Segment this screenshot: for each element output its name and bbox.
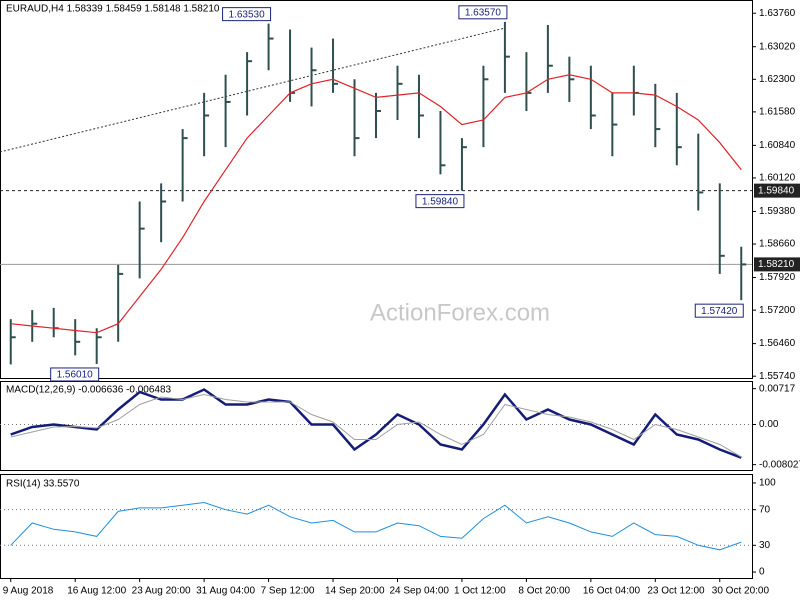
- level-label-box: [754, 257, 800, 272]
- annotation-box: [222, 7, 272, 22]
- y-tick-label: 1.55740: [759, 371, 796, 382]
- x-tick-label: 23 Oct 12:00: [647, 586, 705, 597]
- y-tick-label: 1.60840: [759, 140, 796, 151]
- macd-frame: [0, 381, 753, 471]
- trend-line: [0, 27, 506, 153]
- y-tick-label: 0.00: [759, 419, 779, 430]
- y-tick-label: 1.57200: [759, 305, 796, 316]
- x-tick-label: 16 Aug 12:00: [67, 586, 126, 597]
- annotation-box: [415, 194, 465, 209]
- x-tick-label: 1 Oct 12:00: [454, 586, 506, 597]
- y-tick-label: 1.63760: [759, 8, 796, 19]
- y-tick-label: 1.59380: [759, 206, 796, 217]
- annotation-label: 1.56010: [57, 370, 94, 381]
- indicator-line: [10, 393, 742, 458]
- x-tick-label: 24 Sep 04:00: [389, 586, 449, 597]
- x-tick-label: 23 Aug 20:00: [132, 586, 191, 597]
- y-tick-label: 70: [759, 504, 771, 515]
- y-tick-label: 1.58660: [759, 239, 796, 250]
- moving-average: [10, 74, 742, 334]
- rsi-frame: [0, 474, 753, 579]
- x-tick-label: 30 Oct 20:00: [712, 586, 770, 597]
- x-tick-label: 14 Sep 20:00: [325, 586, 385, 597]
- y-tick-label: 1.62300: [759, 74, 796, 85]
- indicator-line: [10, 388, 742, 459]
- y-tick-label: 1.61580: [759, 107, 796, 118]
- price-frame: [0, 0, 753, 379]
- y-tick-label: -0.008027: [759, 459, 800, 470]
- annotation-label: 1.63570: [465, 7, 502, 18]
- y-tick-label: 1.60120: [759, 173, 796, 184]
- annotation-label: 1.63530: [228, 9, 265, 20]
- y-tick-label: 0.00717: [759, 383, 796, 394]
- annotation-box: [458, 5, 508, 20]
- annotation-label: 1.57420: [701, 306, 738, 317]
- watermark: ActionForex.com: [370, 299, 550, 326]
- y-tick-label: 30: [759, 540, 771, 551]
- level-label: 1.59840: [758, 185, 795, 196]
- annotation-label: 1.59840: [422, 196, 459, 207]
- rsi-title: RSI(14) 33.5570: [6, 479, 80, 490]
- indicator-line: [10, 501, 742, 551]
- y-tick-label: 1.57920: [759, 272, 796, 283]
- x-tick-label: 16 Oct 04:00: [583, 586, 641, 597]
- macd-title: MACD(12,26,9) -0.006636 -0.006483: [6, 385, 172, 396]
- annotation-box: [694, 303, 744, 318]
- y-tick-label: 1.56460: [759, 338, 796, 349]
- y-tick-label: 100: [759, 478, 776, 489]
- y-tick-label: 0: [759, 567, 765, 578]
- x-tick-label: 8 Oct 20:00: [518, 586, 570, 597]
- x-tick-label: 7 Sep 12:00: [261, 586, 315, 597]
- level-label-box: [754, 183, 800, 198]
- x-tick-label: 9 Aug 2018: [3, 586, 54, 597]
- x-tick-label: 31 Aug 04:00: [196, 586, 255, 597]
- chart-title: EURAUD,H4 1.58339 1.58459 1.58148 1.5821…: [6, 4, 220, 15]
- y-tick-label: 1.63020: [759, 41, 796, 52]
- level-label: 1.58210: [758, 259, 795, 270]
- annotation-box: [50, 367, 100, 382]
